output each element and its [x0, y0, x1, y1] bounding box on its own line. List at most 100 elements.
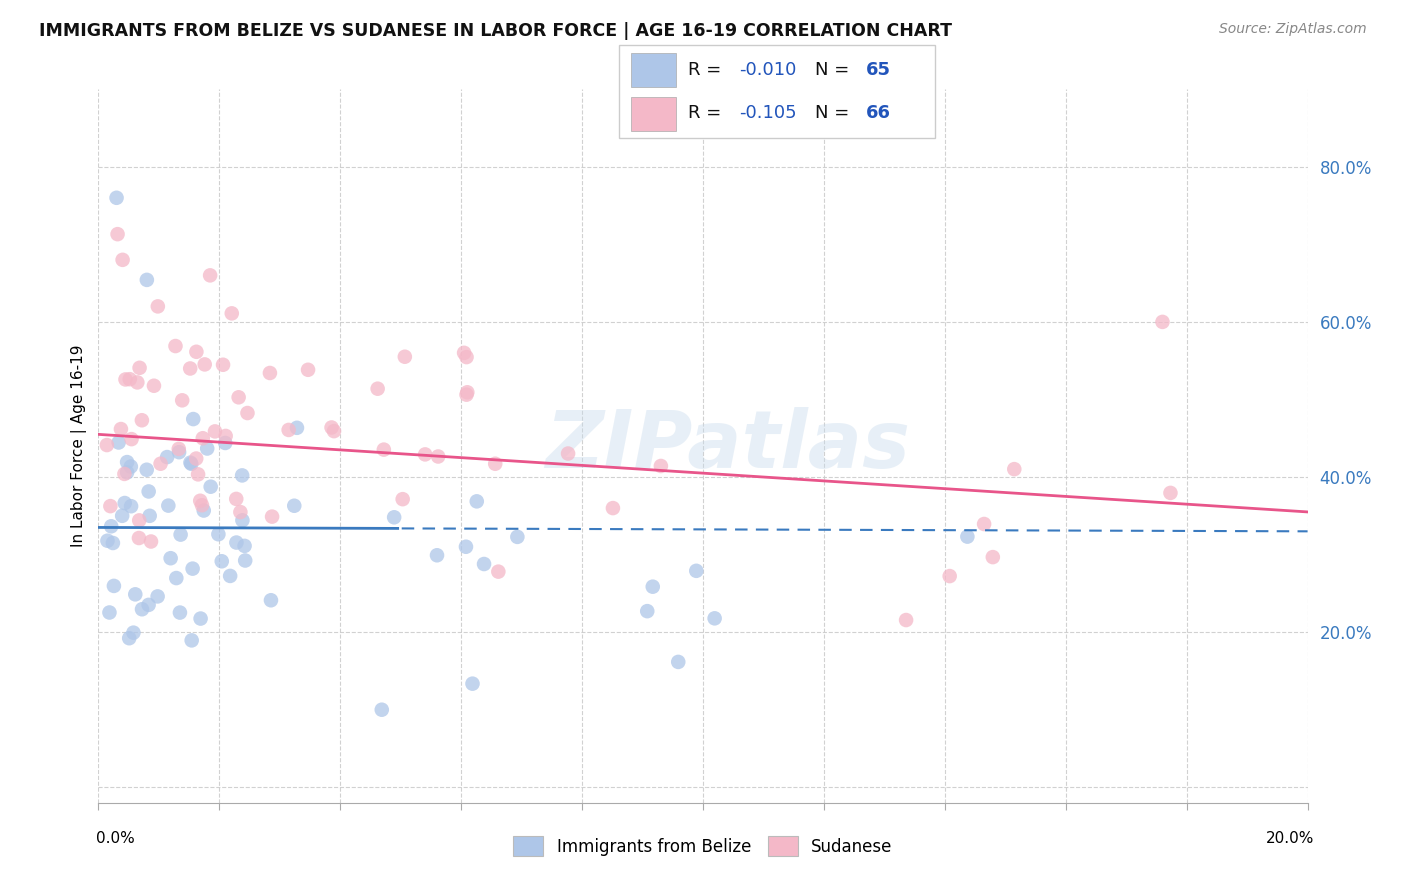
Legend: Immigrants from Belize, Sudanese: Immigrants from Belize, Sudanese: [506, 830, 900, 863]
Point: [128, 531, 150, 545]
Point: [283, 499, 305, 513]
Point: [135, 463, 157, 477]
Point: [394, 350, 416, 364]
Point: [938, 569, 960, 583]
Point: [138, 484, 160, 499]
Point: [191, 431, 214, 445]
Point: [506, 530, 529, 544]
Point: [236, 406, 259, 420]
Point: [200, 480, 222, 494]
Point: [453, 346, 475, 360]
Point: [666, 655, 689, 669]
Point: [159, 551, 181, 566]
Point: [193, 503, 215, 517]
Point: [179, 361, 201, 376]
Point: [973, 516, 995, 531]
Point: [426, 548, 449, 562]
Point: [101, 536, 124, 550]
Point: [114, 372, 136, 386]
Point: [165, 571, 187, 585]
Point: [461, 676, 484, 690]
Text: IMMIGRANTS FROM BELIZE VS SUDANESE IN LABOR FORCE | AGE 16-19 CORRELATION CHART: IMMIGRANTS FROM BELIZE VS SUDANESE IN LA…: [39, 22, 952, 40]
Point: [107, 227, 129, 242]
Point: [472, 557, 495, 571]
Point: [1159, 486, 1181, 500]
Point: [260, 593, 283, 607]
Text: 0.0%: 0.0%: [96, 831, 135, 846]
Point: [169, 527, 191, 541]
Point: [110, 422, 132, 436]
Point: [233, 539, 256, 553]
Point: [703, 611, 725, 625]
Point: [456, 387, 478, 401]
Point: [219, 569, 242, 583]
Point: [96, 438, 118, 452]
Point: [131, 413, 153, 427]
Bar: [631, 53, 675, 87]
Point: [139, 534, 162, 549]
Point: [149, 457, 172, 471]
Point: [107, 435, 129, 450]
Point: [636, 604, 658, 618]
Point: [486, 565, 509, 579]
Point: [233, 553, 256, 567]
Point: [685, 564, 707, 578]
Point: [650, 458, 672, 473]
Point: [138, 508, 160, 523]
Point: [135, 273, 157, 287]
Point: [231, 513, 253, 527]
Point: [120, 500, 142, 514]
Text: 65: 65: [866, 61, 890, 78]
Point: [956, 530, 979, 544]
Point: [138, 598, 160, 612]
Point: [221, 306, 243, 320]
Point: [96, 533, 118, 548]
Point: [557, 446, 579, 460]
Point: [602, 501, 624, 516]
Point: [641, 580, 664, 594]
Point: [894, 613, 917, 627]
Point: [169, 606, 191, 620]
Bar: [631, 97, 675, 131]
Point: [180, 457, 202, 471]
Point: [181, 561, 204, 575]
Point: [190, 611, 212, 625]
Point: [186, 344, 208, 359]
Point: [484, 457, 506, 471]
Text: ZIPatlas: ZIPatlas: [544, 407, 910, 485]
Point: [225, 535, 247, 549]
Point: [146, 299, 169, 313]
Point: [167, 445, 190, 459]
Point: [120, 459, 142, 474]
Point: [215, 429, 238, 443]
Point: [207, 527, 229, 541]
Point: [195, 442, 218, 456]
Point: [112, 467, 135, 481]
Point: [128, 513, 150, 527]
Point: [198, 268, 221, 283]
Point: [111, 508, 134, 523]
Point: [103, 579, 125, 593]
Point: [321, 420, 343, 434]
Point: [382, 510, 405, 524]
Y-axis label: In Labor Force | Age 16-19: In Labor Force | Age 16-19: [72, 344, 87, 548]
Text: N =: N =: [815, 104, 855, 122]
Point: [214, 436, 236, 450]
Point: [105, 191, 128, 205]
Point: [115, 466, 138, 480]
Point: [981, 550, 1004, 565]
Point: [100, 499, 122, 513]
Point: [186, 451, 208, 466]
Point: [204, 425, 226, 439]
Point: [188, 493, 211, 508]
Point: [285, 421, 308, 435]
Text: -0.105: -0.105: [740, 104, 796, 122]
Point: [323, 424, 346, 438]
Point: [122, 625, 145, 640]
Point: [172, 393, 194, 408]
Point: [277, 423, 299, 437]
Point: [212, 358, 235, 372]
Point: [1152, 315, 1174, 329]
Point: [167, 442, 190, 456]
Text: R =: R =: [689, 104, 727, 122]
